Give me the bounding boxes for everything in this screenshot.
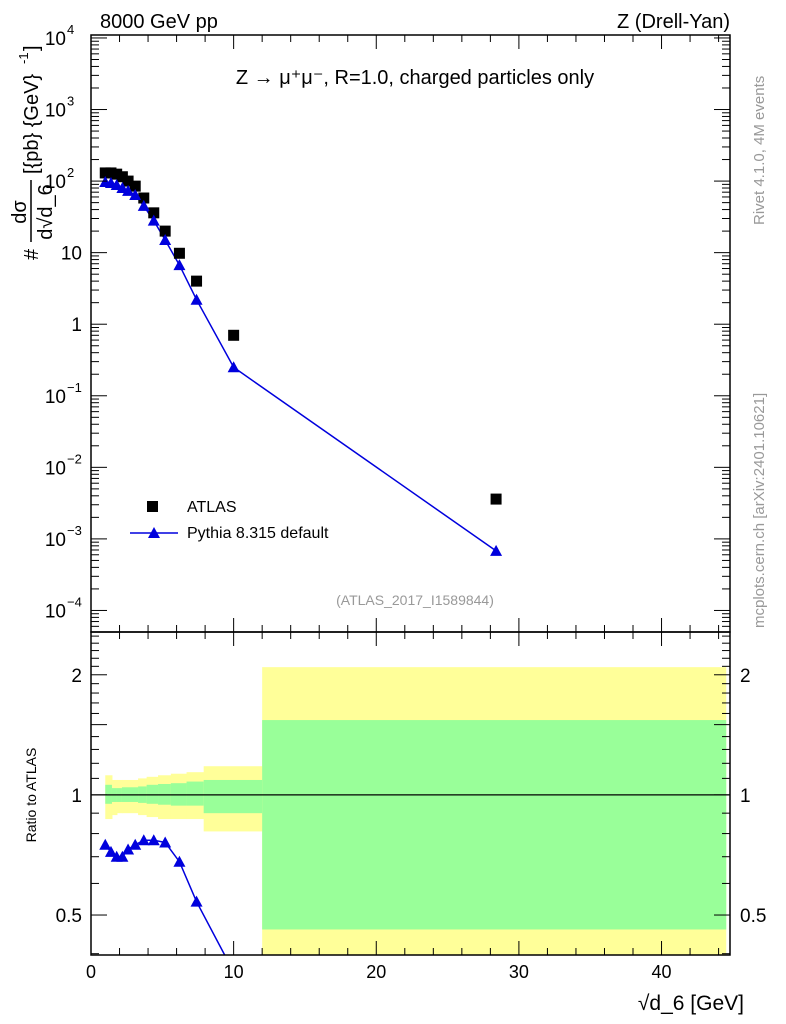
pythia-point-5 bbox=[129, 188, 142, 200]
ylabel-hash: # bbox=[21, 248, 43, 260]
ratio-uncertainty-bands bbox=[91, 667, 730, 955]
y-tick-exponent: −1 bbox=[67, 380, 82, 395]
atlas-point-5 bbox=[129, 180, 141, 192]
ratio-y-axis-label: Ratio to ATLAS bbox=[23, 748, 39, 843]
legend-atlas-label: ATLAS bbox=[187, 499, 237, 516]
header-left: 8000 GeV pp bbox=[100, 11, 218, 33]
ylabel-units: [{pb} {GeV} bbox=[21, 74, 43, 174]
y-tick-exponent: −2 bbox=[67, 451, 82, 466]
ratio-point-6 bbox=[137, 834, 150, 846]
y-tick-label: 10 bbox=[45, 29, 66, 50]
legend-pythia-label: Pythia 8.315 default bbox=[187, 525, 329, 542]
y-tick-label: 10 bbox=[45, 101, 66, 122]
ylabel-exponent: -1 bbox=[16, 52, 31, 64]
x-tick-label: 10 bbox=[224, 962, 244, 982]
x-tick-label: 40 bbox=[652, 962, 672, 982]
main-plot-marks bbox=[99, 167, 503, 556]
pythia-point-6 bbox=[137, 199, 150, 211]
band-inner-9 bbox=[203, 779, 263, 814]
x-axis-label: √d_6 [GeV] bbox=[638, 992, 744, 1015]
ratio-plot-marks bbox=[99, 834, 226, 955]
y-tick-exponent: −4 bbox=[67, 594, 82, 609]
y-tick-label: 10 bbox=[45, 387, 66, 408]
ratio-y-tick-label-right: 1 bbox=[740, 786, 751, 807]
ratio-y-tick-label-left: 1 bbox=[71, 786, 82, 807]
ratio-point-3 bbox=[116, 850, 129, 862]
ratio-point-8 bbox=[159, 836, 172, 848]
ratio-point-0 bbox=[99, 838, 112, 850]
y-tick-exponent: 2 bbox=[67, 165, 74, 180]
ratio-point-9 bbox=[173, 855, 186, 867]
atlas-point-10 bbox=[191, 275, 203, 287]
pythia-point-4 bbox=[122, 184, 135, 196]
main-y-axis-label: # dσ d√d_6 [{pb} {GeV} -1 ] bbox=[9, 45, 57, 260]
atlas-point-1 bbox=[105, 167, 117, 179]
pythia-point-11 bbox=[227, 361, 240, 373]
ratio-point-1 bbox=[104, 845, 117, 857]
pythia-point-9 bbox=[173, 259, 186, 271]
plot-title: Z → μ⁺μ⁻, R=1.0, charged particles only bbox=[236, 67, 594, 89]
legend: ATLAS Pythia 8.315 default bbox=[130, 499, 329, 542]
ylabel-close: ] bbox=[21, 45, 43, 51]
y-tick-label: 10 bbox=[45, 458, 66, 479]
main-frame bbox=[90, 34, 731, 633]
ratio-y-tick-label-left: 0.5 bbox=[56, 906, 82, 927]
ratio-point-10 bbox=[190, 895, 203, 907]
atlas-point-4 bbox=[122, 175, 134, 187]
atlas-point-3 bbox=[116, 171, 128, 183]
y-tick-label: 10 bbox=[45, 172, 66, 193]
ratio-y-tick-label-right: 0.5 bbox=[740, 906, 766, 927]
ylabel-numerator: dσ bbox=[9, 200, 31, 224]
pythia-point-12 bbox=[490, 544, 503, 556]
source-text: mcplots.cern.ch [arXiv:2401.10621] bbox=[751, 393, 768, 628]
ratio-y-tick-label-right: 2 bbox=[740, 666, 751, 687]
x-tick-label: 30 bbox=[509, 962, 529, 982]
y-tick-exponent: 3 bbox=[67, 94, 74, 109]
band-inner-10 bbox=[262, 720, 727, 930]
ratio-point-7 bbox=[147, 834, 160, 846]
ratio-y-tick-label-left: 2 bbox=[71, 666, 82, 687]
y-tick-label: 1 bbox=[71, 315, 82, 336]
y-tick-label: 10 bbox=[61, 244, 82, 265]
legend-pythia-marker bbox=[148, 527, 160, 538]
pythia-point-7 bbox=[147, 214, 160, 226]
analysis-id: (ATLAS_2017_I1589844) bbox=[336, 592, 494, 608]
y-tick-exponent: 4 bbox=[67, 22, 74, 37]
pythia-point-8 bbox=[159, 234, 172, 246]
legend-atlas-marker bbox=[147, 501, 158, 512]
y-tick-label: 10 bbox=[45, 530, 66, 551]
ratio-point-4 bbox=[122, 843, 135, 855]
ratio-point-5 bbox=[129, 838, 142, 850]
atlas-point-2 bbox=[111, 168, 123, 180]
ylabel-denominator: d√d_6 bbox=[35, 184, 57, 239]
y-tick-label: 10 bbox=[45, 601, 66, 622]
y-tick-exponent: −3 bbox=[67, 523, 82, 538]
atlas-point-6 bbox=[138, 192, 150, 204]
atlas-point-9 bbox=[173, 247, 185, 259]
atlas-point-0 bbox=[99, 167, 111, 179]
pythia-point-10 bbox=[190, 293, 203, 305]
x-tick-label: 0 bbox=[86, 962, 96, 982]
atlas-point-11 bbox=[228, 329, 240, 341]
atlas-point-7 bbox=[148, 207, 160, 219]
ratio-frame bbox=[90, 631, 731, 956]
atlas-point-8 bbox=[159, 225, 171, 237]
x-tick-label: 20 bbox=[366, 962, 386, 982]
rivet-version-text: Rivet 4.1.0, 4M events bbox=[751, 76, 768, 225]
atlas-point-12 bbox=[490, 493, 502, 505]
band-inner-8 bbox=[186, 781, 205, 806]
header-right: Z (Drell-Yan) bbox=[617, 11, 730, 33]
